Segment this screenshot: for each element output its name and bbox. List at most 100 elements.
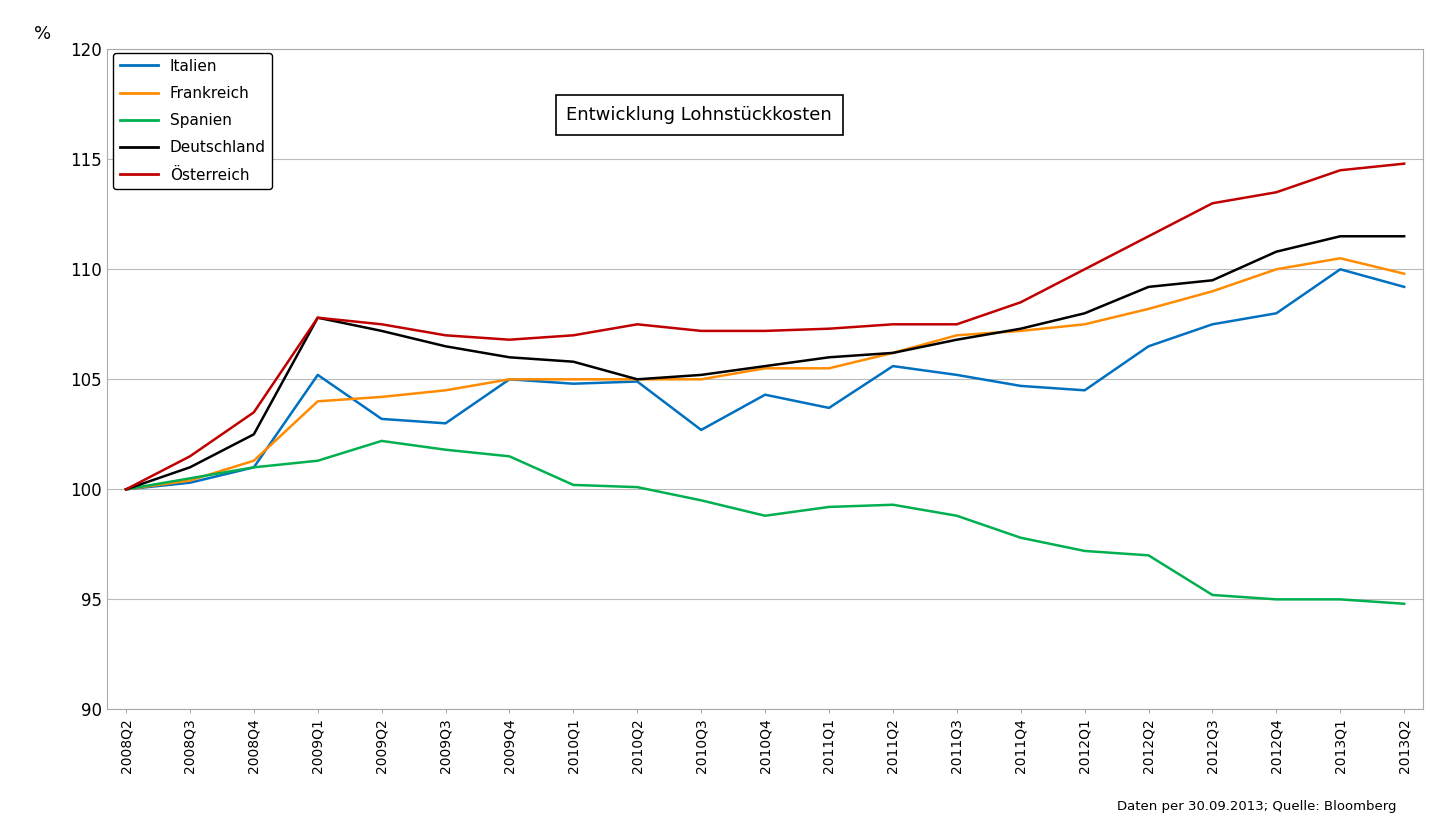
Italien [501,374,518,384]
Deutschland [373,326,390,336]
Österreich [821,323,838,333]
Frankreich [1395,269,1413,279]
Deutschland [564,356,582,366]
Österreich [1076,264,1093,274]
Deutschland [1140,282,1158,292]
Spanien [436,444,454,454]
Spanien [629,482,647,492]
Spanien [310,456,327,466]
Spanien [1076,546,1093,556]
Line: Österreich: Österreich [127,164,1404,490]
Österreich [1204,198,1221,208]
Italien [1076,385,1093,395]
Deutschland [1204,276,1221,286]
Italien [436,418,454,428]
Frankreich [245,456,262,466]
Italien [310,370,327,380]
Spanien [564,480,582,490]
Deutschland [501,352,518,362]
Spanien [884,500,901,509]
Italien [884,361,901,371]
Deutschland [948,335,965,345]
Spanien [1204,590,1221,600]
Italien [564,379,582,388]
Frankreich [884,348,901,358]
Österreich [181,451,199,461]
Italien [1267,309,1284,319]
Italien [181,478,199,488]
Frankreich [310,397,327,407]
Spanien [1267,594,1284,604]
Deutschland [1267,247,1284,257]
Österreich [245,407,262,417]
Frankreich [181,476,199,486]
Text: Entwicklung Lohnstückkosten: Entwicklung Lohnstückkosten [566,106,832,124]
Österreich [1140,231,1158,241]
Spanien [756,511,773,521]
Text: Daten per 30.09.2013; Quelle: Bloomberg: Daten per 30.09.2013; Quelle: Bloomberg [1117,800,1397,813]
Italien [693,425,710,435]
Line: Deutschland: Deutschland [127,236,1404,490]
Österreich [1332,165,1349,175]
Deutschland [821,352,838,362]
Spanien [1332,594,1349,604]
Frankreich [118,485,135,495]
Frankreich [1267,264,1284,274]
Italien [1140,342,1158,351]
Österreich [629,319,647,329]
Text: %: % [35,25,52,43]
Legend: Italien, Frankreich, Spanien, Deutschland, Österreich: Italien, Frankreich, Spanien, Deutschlan… [114,53,272,188]
Österreich [1267,188,1284,198]
Frankreich [821,364,838,374]
Deutschland [1076,309,1093,319]
Deutschland [1332,231,1349,241]
Österreich [884,319,901,329]
Line: Italien: Italien [127,269,1404,490]
Österreich [948,319,965,329]
Spanien [693,495,710,505]
Deutschland [1395,231,1413,241]
Spanien [118,485,135,495]
Frankreich [1204,286,1221,296]
Italien [118,485,135,495]
Spanien [1012,532,1030,542]
Frankreich [629,374,647,384]
Österreich [756,326,773,336]
Deutschland [1012,323,1030,333]
Italien [1204,319,1221,329]
Frankreich [693,374,710,384]
Italien [629,377,647,387]
Italien [1395,282,1413,292]
Österreich [564,330,582,340]
Österreich [501,335,518,345]
Italien [821,403,838,413]
Österreich [373,319,390,329]
Österreich [1395,159,1413,169]
Deutschland [310,313,327,323]
Spanien [821,502,838,512]
Frankreich [373,392,390,402]
Deutschland [436,342,454,351]
Frankreich [1076,319,1093,329]
Spanien [245,463,262,472]
Frankreich [756,364,773,374]
Spanien [373,436,390,446]
Österreich [118,485,135,495]
Italien [373,414,390,424]
Österreich [693,326,710,336]
Frankreich [436,385,454,395]
Frankreich [1140,304,1158,314]
Deutschland [245,430,262,439]
Frankreich [501,374,518,384]
Italien [1332,264,1349,274]
Italien [948,370,965,380]
Spanien [1395,599,1413,609]
Spanien [501,451,518,461]
Frankreich [948,330,965,340]
Deutschland [118,485,135,495]
Österreich [1012,297,1030,307]
Line: Frankreich: Frankreich [127,258,1404,490]
Italien [1012,381,1030,391]
Deutschland [693,370,710,380]
Spanien [181,473,199,483]
